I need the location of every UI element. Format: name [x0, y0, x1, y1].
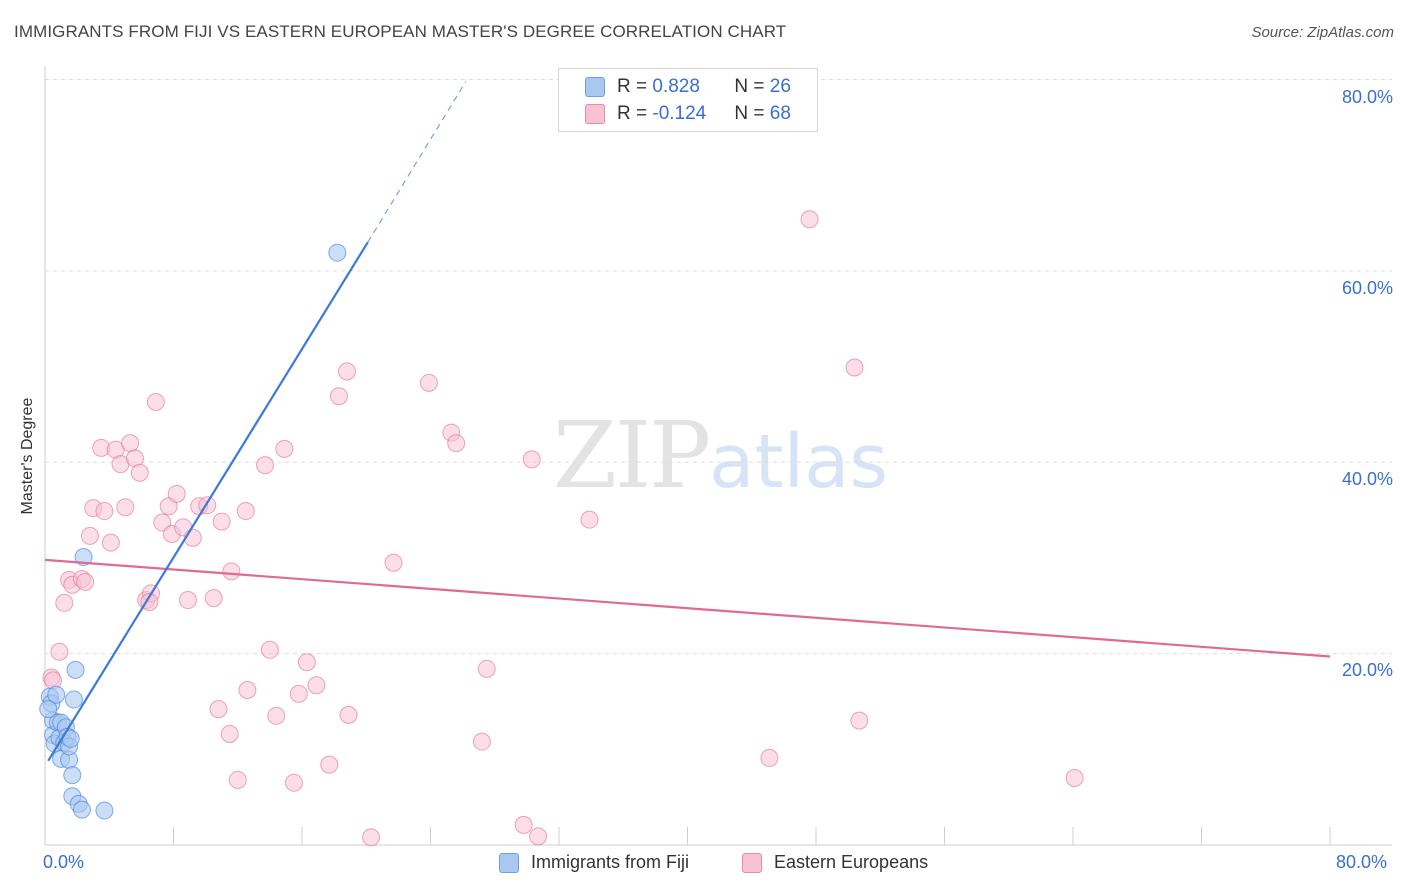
eastern-point: [329, 387, 348, 406]
eastern-point: [514, 815, 533, 834]
eastern-point: [146, 392, 165, 411]
eastern-point: [121, 434, 140, 453]
eastern-point: [267, 706, 286, 725]
eastern-point: [76, 572, 95, 591]
fiji-point: [72, 800, 91, 819]
eastern-point: [307, 676, 326, 695]
legend-r-label: R =: [617, 103, 653, 124]
legend-n-label: N =: [734, 76, 770, 97]
eastern-point: [140, 592, 159, 611]
eastern-point: [320, 755, 339, 774]
eastern-point: [362, 828, 381, 847]
eastern-point: [222, 562, 241, 581]
legend-row-eastern: R = -0.124 N = 68: [585, 102, 791, 126]
eastern-point: [529, 827, 548, 846]
fiji-point: [74, 547, 93, 566]
eastern-point: [228, 770, 247, 789]
eastern-point: [130, 463, 149, 482]
eastern-point: [850, 711, 869, 730]
eastern-point: [447, 434, 466, 453]
eastern-point: [220, 725, 239, 744]
eastern-point: [55, 593, 74, 612]
legend-swatch-fiji: [499, 852, 519, 873]
y-tick-label: 20.0%: [1341, 660, 1393, 680]
eastern-point: [472, 732, 491, 751]
legend-n-label: N =: [734, 103, 770, 124]
fiji-point: [63, 766, 82, 785]
legend-r-label: R =: [617, 76, 653, 97]
eastern-point: [212, 512, 231, 531]
eastern-point: [167, 484, 186, 503]
legend-swatch-eastern: [742, 852, 762, 873]
eastern-point: [236, 502, 255, 521]
x-tick-label: 0.0%: [43, 852, 85, 872]
eastern-point: [275, 439, 294, 458]
eastern-trendline: [44, 558, 1331, 658]
eastern-point: [50, 642, 69, 661]
legend-label-fiji: Immigrants from Fiji: [531, 852, 690, 872]
legend-item-fiji: Immigrants from Fiji: [499, 852, 689, 873]
legend-swatch-eastern: [585, 104, 605, 124]
y-tick-label: 80.0%: [1341, 87, 1393, 107]
eastern-point: [80, 526, 99, 545]
eastern-point: [178, 591, 197, 610]
legend-n-value: 68: [769, 103, 791, 124]
eastern-point: [337, 362, 356, 381]
eastern-point: [238, 680, 257, 699]
fiji-point: [39, 700, 58, 719]
fiji-point: [47, 685, 66, 704]
eastern-point: [204, 589, 223, 608]
eastern-point: [101, 533, 120, 552]
series-legend: Immigrants from Fiji Eastern Europeans: [0, 852, 1406, 878]
fiji-point: [64, 690, 83, 709]
eastern-point: [419, 373, 438, 392]
eastern-point: [845, 358, 864, 377]
eastern-point: [477, 659, 496, 678]
legend-r-value: -0.124: [652, 103, 707, 124]
eastern-point: [297, 653, 316, 672]
legend-label-eastern: Eastern Europeans: [774, 852, 929, 872]
y-tick-label: 60.0%: [1341, 278, 1393, 298]
eastern-point: [116, 498, 135, 517]
fiji-point: [328, 243, 347, 262]
eastern-point: [522, 450, 541, 469]
fiji-trendline: [47, 241, 369, 762]
y-tick-label: 40.0%: [1341, 469, 1393, 489]
eastern-point: [260, 640, 279, 659]
legend-r-value: 0.828: [652, 76, 700, 97]
eastern-point: [95, 502, 114, 521]
fiji-point: [66, 660, 85, 679]
eastern-point: [153, 513, 172, 532]
legend-item-eastern: Eastern Europeans: [742, 852, 928, 873]
eastern-point: [580, 510, 599, 529]
eastern-point: [256, 456, 275, 475]
eastern-point: [1065, 769, 1084, 788]
fiji-point: [95, 801, 114, 820]
eastern-point: [800, 210, 819, 229]
eastern-point: [209, 700, 228, 719]
x-tick-label: 80.0%: [1336, 852, 1388, 872]
legend-n-value: 26: [769, 76, 791, 97]
source-credit: Source: ZipAtlas.com: [1251, 24, 1394, 41]
fiji-trendline-extension: [367, 81, 467, 243]
eastern-point: [289, 684, 308, 703]
chart-title: IMMIGRANTS FROM FIJI VS EASTERN EUROPEAN…: [14, 22, 787, 41]
eastern-point: [284, 773, 303, 792]
legend-row-fiji: R = 0.828 N = 26: [585, 75, 791, 99]
legend-swatch-fiji: [585, 77, 605, 97]
eastern-point: [760, 748, 779, 767]
eastern-point: [384, 553, 403, 572]
watermark: ZIPatlas: [553, 402, 888, 509]
watermark-zip: ZIP: [553, 402, 711, 509]
correlation-legend: R = 0.828 N = 26 R = -0.124 N = 68: [558, 68, 818, 132]
eastern-point: [339, 705, 358, 724]
